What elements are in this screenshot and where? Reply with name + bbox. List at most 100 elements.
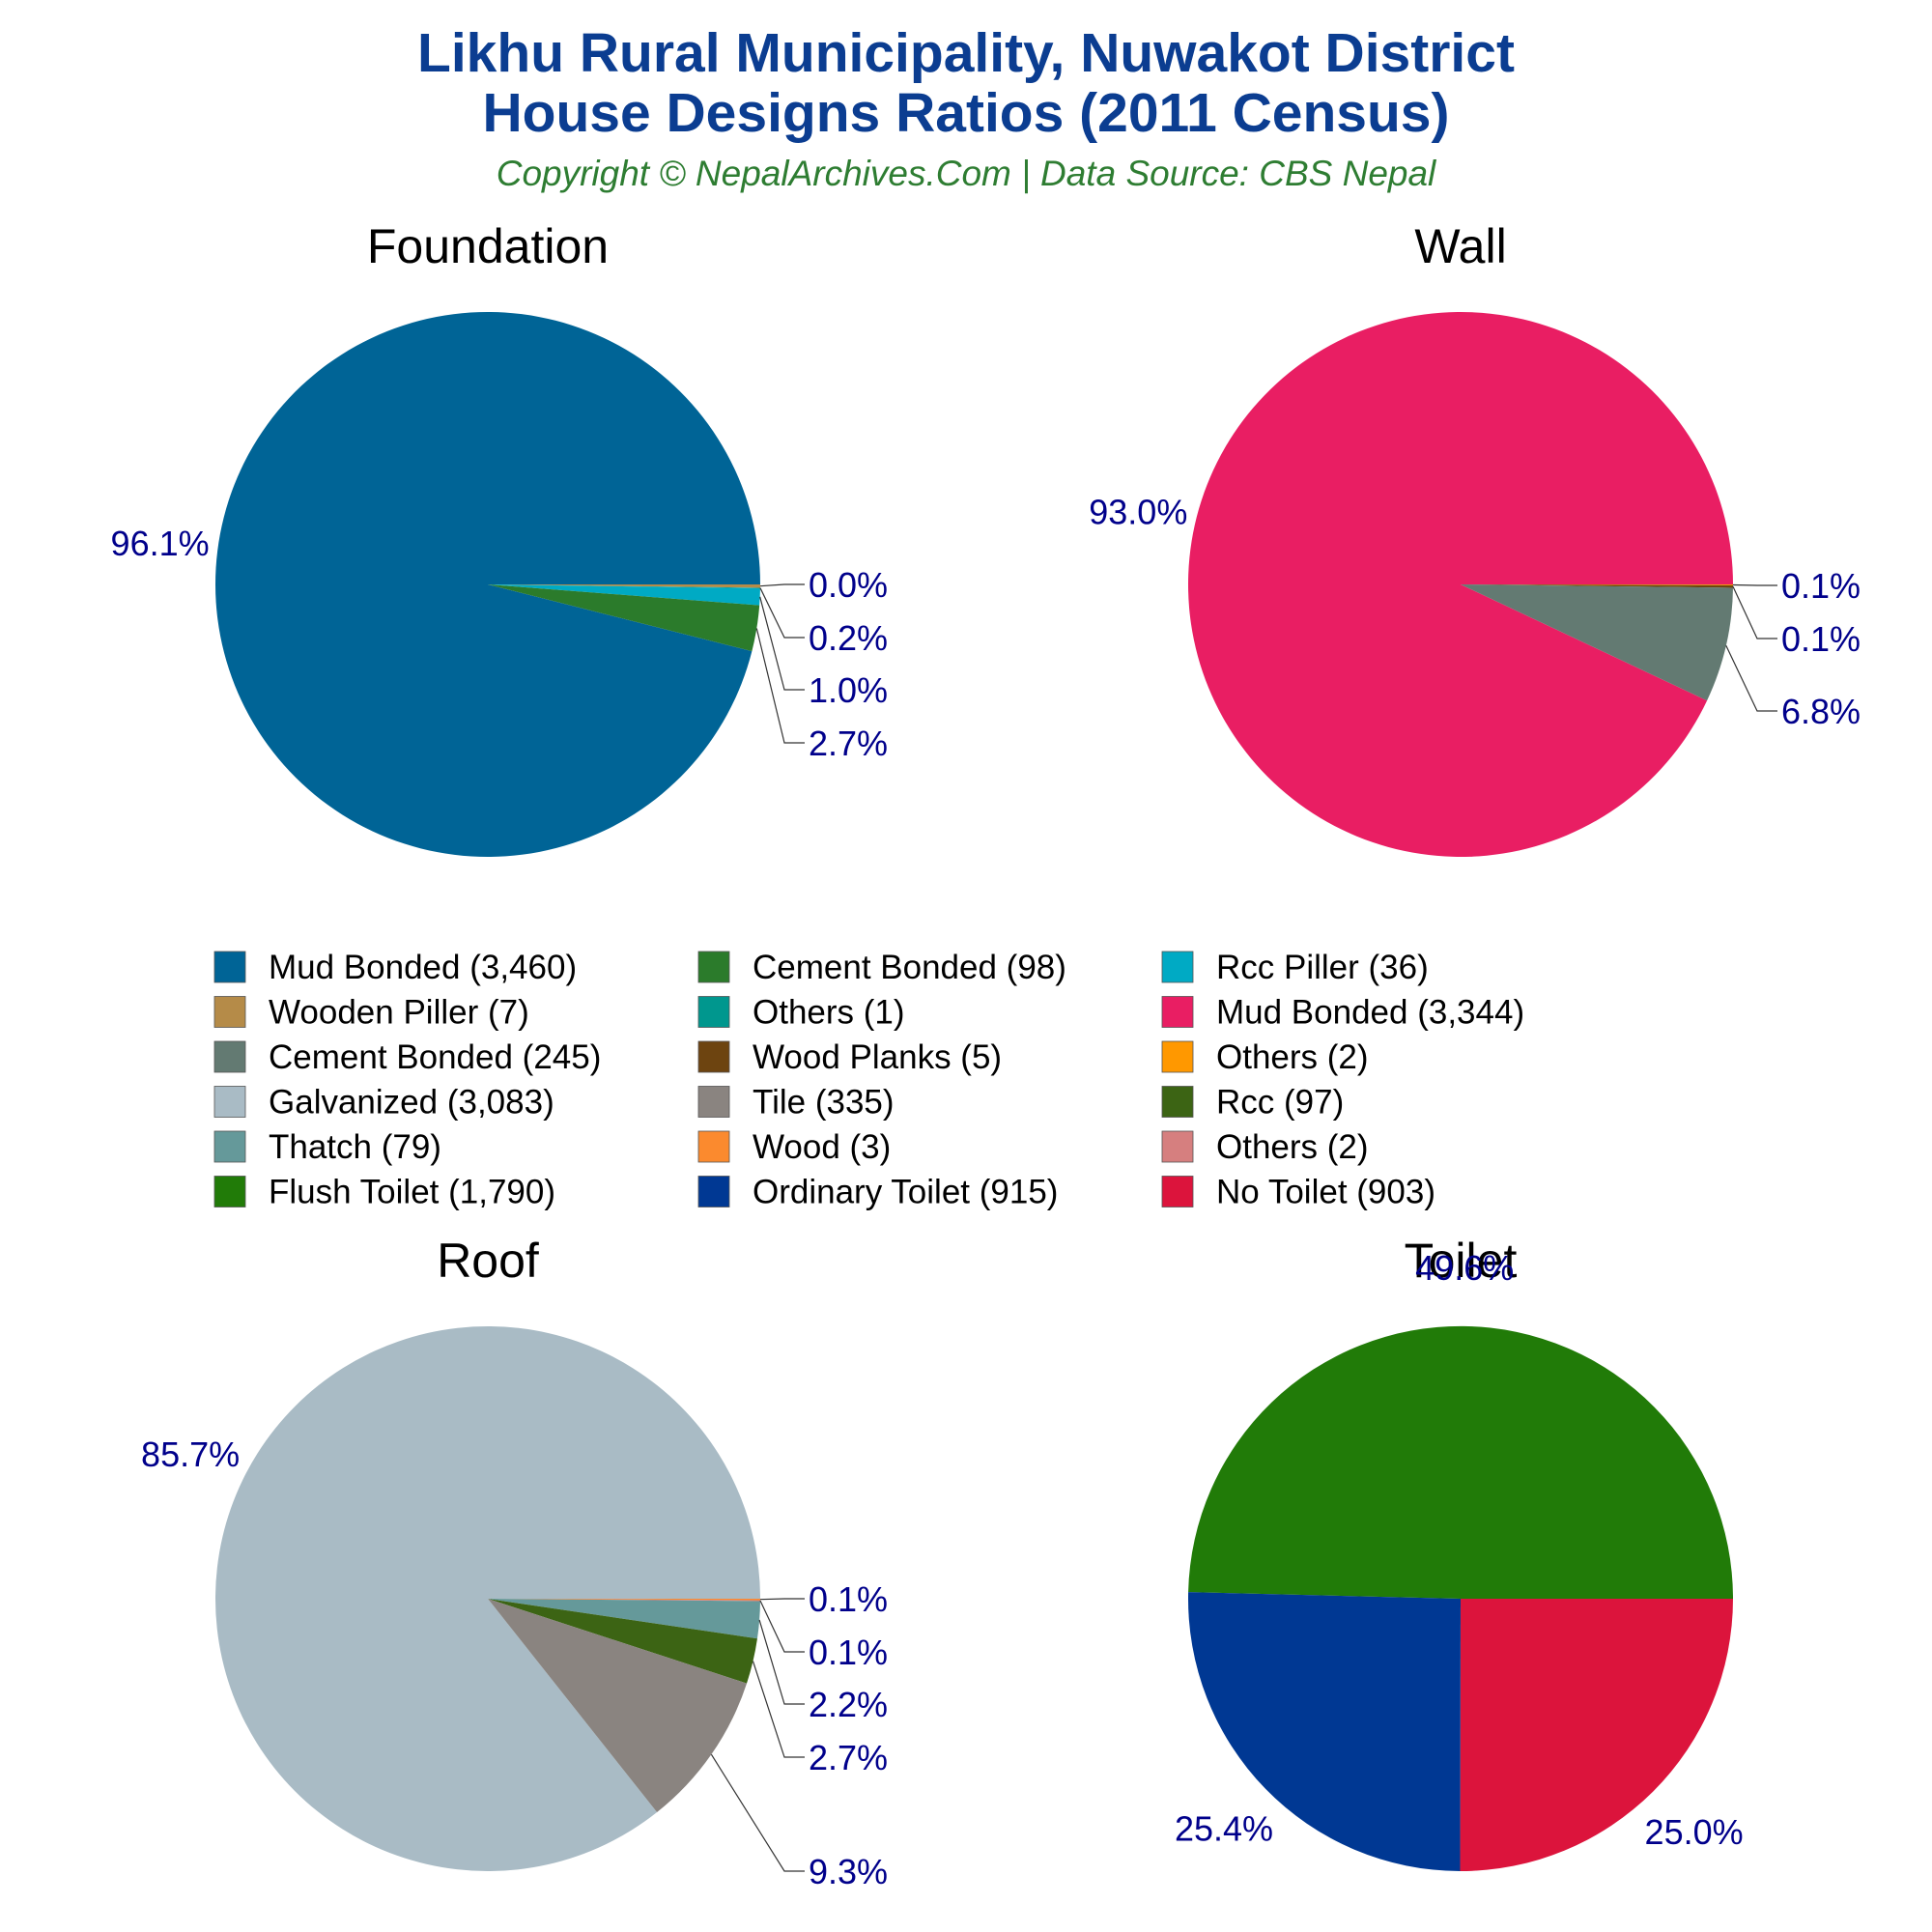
legend-item-flush-toilet-1-790: Flush Toilet (1,790)	[213, 1174, 555, 1211]
leader-line-roof-4	[710, 1753, 805, 1872]
legend-item-mud-bonded-3-344: Mud Bonded (3,344)	[1161, 994, 1524, 1032]
legend-swatch	[213, 1130, 246, 1163]
legend-item-tile-335: Tile (335)	[697, 1084, 895, 1122]
pie-wall: Wall 93.0% 0.1% 0.1% 6.8%	[1089, 219, 1861, 857]
pct-label-roof-main: 85.7%	[141, 1435, 240, 1474]
legend-item-galvanized-3-083: Galvanized (3,083)	[213, 1084, 554, 1122]
pie-title-roof: Roof	[437, 1234, 539, 1288]
legend-label: Others (1)	[753, 994, 905, 1032]
legend-label: Wood Planks (5)	[753, 1038, 1002, 1076]
pie-slice-roof-others-2	[488, 1599, 760, 1602]
pct-label-roof-3: 2.7%	[809, 1738, 888, 1777]
pie-title-wall: Wall	[1414, 219, 1506, 273]
chart-title-line2: House Designs Ratios (2011 Census)	[482, 82, 1449, 144]
pie-slice-wall-cement-bonded-245	[1461, 584, 1733, 701]
pie-slice-wall-others-2	[1461, 584, 1734, 585]
pie-title-toilet: Toilet	[1405, 1234, 1518, 1288]
legend-swatch	[1161, 1130, 1194, 1163]
legend-label: Thatch (79)	[269, 1128, 441, 1166]
leader-line-wall-2	[1725, 645, 1777, 712]
leader-line-roof-1	[759, 1600, 805, 1653]
legend-label: Others (2)	[1216, 1038, 1369, 1076]
pct-label-foundation-3: 2.7%	[809, 724, 888, 763]
legend-swatch	[697, 996, 730, 1028]
legend-item-others-2: Others (2)	[1161, 1038, 1369, 1076]
legend-swatch	[697, 1086, 730, 1118]
pct-label-toilet-ordinary-toilet-915: 25.4%	[1175, 1809, 1273, 1849]
pct-label-roof-4: 9.3%	[809, 1852, 888, 1891]
chart-title-line1: Likhu Rural Municipality, Nuwakot Distri…	[417, 22, 1515, 84]
pct-label-wall-1: 0.1%	[1781, 619, 1861, 659]
legend-item-wood-planks-5: Wood Planks (5)	[697, 1038, 1002, 1076]
pct-label-wall-0: 0.1%	[1781, 566, 1861, 606]
chart-subtitle: Copyright © NepalArchives.Com | Data Sou…	[497, 154, 1437, 193]
legend-item-cement-bonded-98: Cement Bonded (98)	[697, 949, 1066, 986]
leader-line-foundation-2	[759, 596, 805, 691]
pie-slice-roof-tile-335	[488, 1599, 748, 1813]
legend-label: Flush Toilet (1,790)	[269, 1174, 555, 1211]
legend-label: Mud Bonded (3,460)	[269, 949, 577, 986]
pie-slice-wall-mud-bonded-3-344	[1187, 311, 1733, 857]
pct-label-wall-2: 6.8%	[1781, 692, 1861, 731]
legend-swatch	[213, 996, 246, 1028]
legend-swatch	[697, 1130, 730, 1163]
legend-item-others-2: Others (2)	[1161, 1128, 1369, 1166]
leader-line-foundation-1	[759, 587, 805, 639]
pie-slice-foundation-rcc-piller-36	[488, 584, 760, 606]
leader-line-foundation-0	[759, 583, 805, 587]
legend-item-rcc-piller-36: Rcc Piller (36)	[1161, 949, 1429, 986]
legend-swatch	[1161, 996, 1194, 1028]
pct-label-roof-1: 0.1%	[809, 1633, 888, 1672]
pie-slice-toilet-ordinary-toilet-915	[1187, 1592, 1461, 1871]
legend-label: Galvanized (3,083)	[269, 1084, 554, 1122]
pie-roof: Roof 85.7% 0.1% 0.1% 2.2% 2.7% 9.3%	[141, 1234, 888, 1891]
pie-slice-wall-wood-planks-5	[1461, 584, 1733, 588]
pie-slice-roof-wood-3	[488, 1599, 761, 1601]
pct-label-foundation-0: 0.0%	[809, 565, 888, 605]
legend-label: Ordinary Toilet (915)	[753, 1174, 1058, 1211]
legend: Mud Bonded (3,460) Cement Bonded (98) Rcc …	[213, 949, 1524, 1211]
pie-slice-roof-galvanized-3-083	[214, 1326, 760, 1872]
legend-swatch	[697, 1176, 730, 1208]
legend-item-wood-3: Wood (3)	[697, 1128, 891, 1166]
pie-slice-roof-thatch-79	[488, 1599, 760, 1639]
pie-slice-toilet-flush-toilet-1-790	[1188, 1325, 1733, 1599]
leader-line-roof-3	[752, 1661, 805, 1758]
pct-label-toilet-flush-toilet-1-790: 49.6%	[1415, 1248, 1514, 1288]
leader-line-foundation-3	[755, 628, 805, 744]
legend-item-wooden-piller-7: Wooden Piller (7)	[213, 994, 529, 1032]
pct-label-roof-2: 2.2%	[809, 1685, 888, 1724]
legend-label: No Toilet (903)	[1216, 1174, 1435, 1211]
pct-label-foundation-1: 0.2%	[809, 618, 888, 658]
legend-label: Mud Bonded (3,344)	[1216, 994, 1524, 1032]
leader-line-wall-1	[1732, 585, 1777, 639]
leader-line-roof-0	[759, 1598, 805, 1601]
pie-slice-roof-rcc-97	[488, 1599, 757, 1684]
legend-swatch	[697, 1040, 730, 1073]
legend-label: Wooden Piller (7)	[269, 994, 529, 1032]
legend-label: Others (2)	[1216, 1128, 1369, 1166]
legend-swatch	[697, 951, 730, 983]
pie-foundation: Foundation 96.1% 0.0% 0.2% 1.0% 2.7%	[111, 219, 888, 857]
legend-label: Cement Bonded (245)	[269, 1038, 601, 1076]
legend-label: Cement Bonded (98)	[753, 949, 1066, 986]
pie-slice-foundation-mud-bonded-3-460	[214, 311, 760, 857]
pie-slice-toilet-no-toilet-903	[1460, 1599, 1733, 1872]
leader-line-wall-0	[1732, 583, 1777, 586]
legend-item-mud-bonded-3-460: Mud Bonded (3,460)	[213, 949, 577, 986]
legend-label: Tile (335)	[753, 1084, 895, 1122]
leader-line-roof-2	[758, 1619, 805, 1705]
legend-item-thatch-79: Thatch (79)	[213, 1128, 441, 1166]
legend-swatch	[1161, 951, 1194, 983]
legend-swatch	[213, 951, 246, 983]
pie-slice-foundation-cement-bonded-98	[488, 584, 760, 652]
pie-title-foundation: Foundation	[367, 219, 609, 273]
legend-swatch	[1161, 1086, 1194, 1118]
pie-slice-foundation-others-1	[488, 584, 760, 588]
legend-label: Rcc (97)	[1216, 1084, 1344, 1122]
legend-item-no-toilet-903: No Toilet (903)	[1161, 1174, 1435, 1211]
pct-label-wall-main: 93.0%	[1089, 492, 1187, 531]
pct-label-roof-0: 0.1%	[809, 1579, 888, 1619]
